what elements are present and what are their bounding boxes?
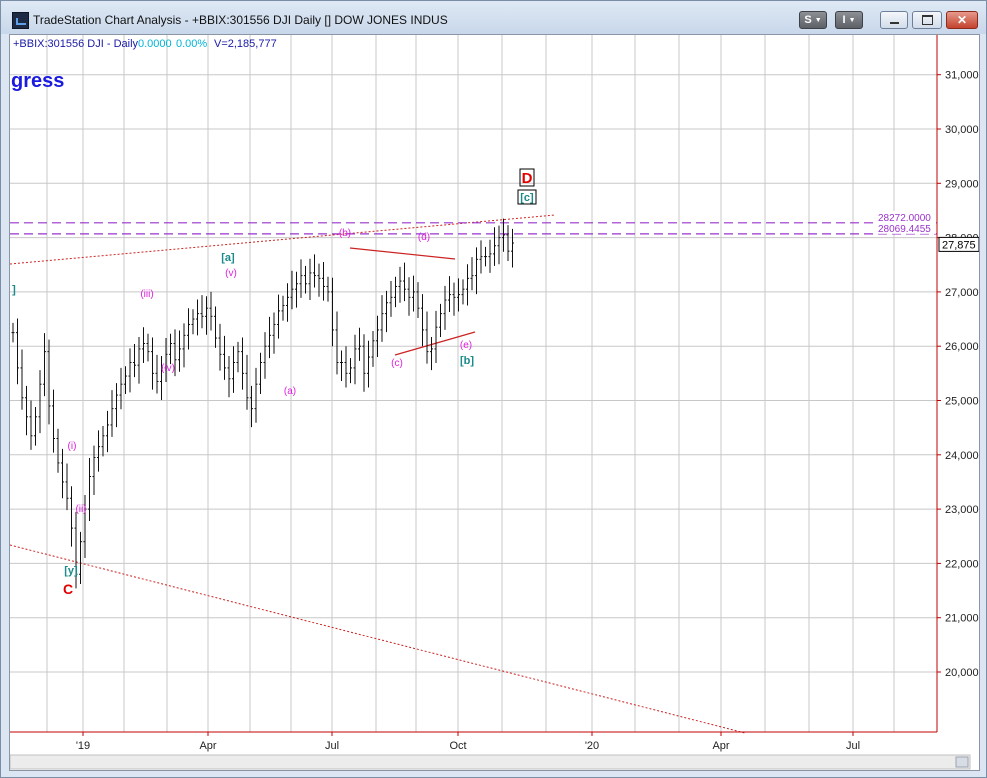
- wave-label: (ii): [75, 504, 86, 515]
- last-price-label: 27,875: [942, 239, 976, 251]
- lower-trendline: [9, 544, 746, 734]
- maximize-button[interactable]: [912, 11, 942, 29]
- x-tick-label: '20: [585, 740, 599, 752]
- volume-label: V=2,185,777: [214, 38, 277, 50]
- horizontal-scrollbar[interactable]: [9, 754, 971, 770]
- wave-label: (i): [68, 441, 77, 452]
- price-bars: [11, 218, 514, 589]
- wave-label: (b): [339, 228, 351, 239]
- wave-label: [y]: [64, 565, 78, 577]
- wave-label: [c]: [520, 192, 534, 204]
- grid-lines: [10, 35, 937, 732]
- y-tick-label: 30,000: [945, 124, 979, 136]
- close-icon: ✕: [956, 13, 968, 27]
- progress-overlay-text: gress: [11, 70, 64, 92]
- scrollbar-thumb[interactable]: [955, 756, 969, 768]
- y-tick-label: 26,000: [945, 341, 979, 353]
- maximize-icon: [921, 15, 933, 25]
- y-tick-label: 25,000: [945, 396, 979, 408]
- y-tick-label: 22,000: [945, 558, 979, 570]
- wave-labels: [a] (v) (iii) (iv) (a) (b) (c) (d) (e) [b] [c] D (i)…: [12, 168, 537, 597]
- y-tick-label: 23,000: [945, 504, 979, 516]
- x-tick-label: Apr: [199, 740, 216, 752]
- x-tick-label: Oct: [449, 740, 466, 752]
- wave-label: (a): [284, 386, 296, 397]
- y-tick-label: 21,000: [945, 613, 979, 625]
- net-change: 0.0000: [138, 38, 172, 50]
- s-menu-button[interactable]: S ▼: [799, 11, 827, 29]
- wave-label: (iv): [161, 363, 175, 374]
- wave-label: ]: [12, 284, 16, 296]
- wave-label: (v): [225, 268, 237, 279]
- wave-label: [a]: [221, 252, 235, 264]
- symbol-label: +BBIX:301556 DJI - Daily: [13, 38, 139, 50]
- triangle-lower-line: [394, 331, 476, 356]
- wave-label: (d): [418, 232, 430, 243]
- wave-label: (c): [391, 358, 403, 369]
- minimize-icon: [889, 22, 899, 24]
- wave-label: C: [63, 581, 73, 597]
- resistance-label: 28272.0000: [878, 213, 931, 224]
- wave-label: [b]: [460, 355, 474, 367]
- upper-trendline: [9, 214, 556, 265]
- x-tick-label: Jul: [325, 740, 339, 752]
- s-button-label: S: [804, 14, 812, 26]
- wave-label: (iii): [140, 289, 153, 300]
- wave-label: (e): [460, 340, 472, 351]
- y-tick-label: 20,000: [945, 667, 979, 679]
- i-menu-button[interactable]: I ▼: [835, 11, 863, 29]
- y-tick-label: 29,000: [945, 178, 979, 190]
- tradestation-app-icon[interactable]: [12, 12, 29, 29]
- y-tick-label: 24,000: [945, 450, 979, 462]
- wave-label: D: [522, 170, 533, 187]
- wave-d-box: [519, 168, 535, 187]
- scrollbar-track[interactable]: [9, 754, 971, 770]
- resistance-label: 28069.4455: [878, 224, 931, 235]
- wave-c-box: [517, 189, 537, 205]
- x-tick-label: Apr: [712, 740, 729, 752]
- title-bar[interactable]: TradeStation Chart Analysis - +BBIX:3015…: [1, 1, 986, 34]
- resistance-label-bg: [876, 221, 936, 234]
- i-button-label: I: [842, 14, 846, 26]
- triangle-upper-line: [349, 247, 456, 260]
- resistance-label-bg: [876, 210, 936, 223]
- window-title: TradeStation Chart Analysis - +BBIX:3015…: [33, 13, 448, 27]
- close-button[interactable]: ✕: [946, 11, 978, 29]
- y-tick-label: 27,000: [945, 287, 979, 299]
- chevron-down-icon: ▼: [814, 16, 822, 24]
- axes: 31,00030,00029,00028,00027,00026,00025,0…: [10, 35, 980, 752]
- minimize-button[interactable]: [880, 11, 908, 29]
- chart-area[interactable]: 28272.0000 28069.4455 [a] (v) (iii) (iv) (a) (…: [9, 34, 980, 771]
- x-tick-label: Jul: [846, 740, 860, 752]
- x-tick-label: '19: [76, 740, 90, 752]
- chevron-down-icon: ▼: [848, 16, 856, 24]
- y-tick-label: 31,000: [945, 70, 979, 82]
- percent-change: 0.00%: [176, 38, 207, 50]
- chart-header: +BBIX:301556 DJI - Daily 0.0000 0.00% V=…: [11, 38, 277, 92]
